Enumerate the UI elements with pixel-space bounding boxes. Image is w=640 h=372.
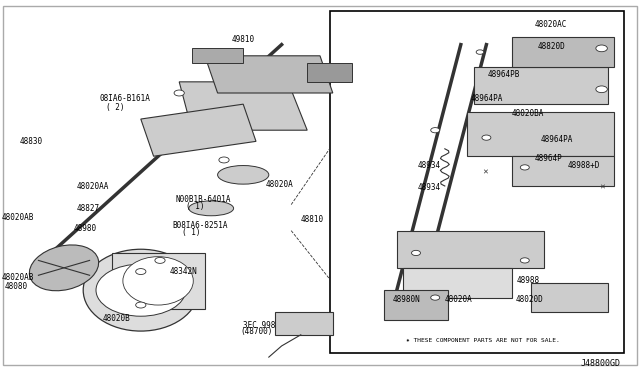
- Polygon shape: [531, 283, 608, 312]
- Circle shape: [412, 250, 420, 256]
- Text: 48934: 48934: [417, 183, 440, 192]
- Polygon shape: [275, 312, 333, 335]
- Circle shape: [431, 128, 440, 133]
- Text: 48964P: 48964P: [534, 154, 562, 163]
- Polygon shape: [384, 290, 448, 320]
- Text: 48020A: 48020A: [445, 295, 472, 304]
- Bar: [330, 11, 624, 353]
- Text: 48020B: 48020B: [102, 314, 130, 323]
- Text: 48020AC: 48020AC: [534, 20, 567, 29]
- Circle shape: [596, 86, 607, 93]
- Circle shape: [482, 135, 491, 140]
- Circle shape: [96, 264, 186, 316]
- Ellipse shape: [83, 249, 198, 331]
- Polygon shape: [403, 268, 512, 298]
- Circle shape: [136, 269, 146, 275]
- Polygon shape: [467, 112, 614, 156]
- Ellipse shape: [218, 166, 269, 184]
- Circle shape: [520, 258, 529, 263]
- Text: B08IA6-8251A: B08IA6-8251A: [173, 221, 228, 230]
- Text: 48080: 48080: [5, 282, 28, 291]
- Text: ✕: ✕: [598, 185, 605, 191]
- Circle shape: [155, 257, 165, 263]
- Circle shape: [431, 295, 440, 300]
- Text: 48964PA: 48964PA: [470, 94, 503, 103]
- Text: ( 1): ( 1): [182, 228, 201, 237]
- Text: 48988: 48988: [517, 276, 540, 285]
- Polygon shape: [205, 56, 333, 93]
- Text: 48810: 48810: [301, 215, 324, 224]
- Polygon shape: [474, 67, 608, 104]
- Ellipse shape: [123, 257, 193, 305]
- Text: 08IA6-B161A: 08IA6-B161A: [99, 94, 150, 103]
- Text: 48020AA: 48020AA: [77, 182, 109, 190]
- Text: 48820D: 48820D: [538, 42, 565, 51]
- Circle shape: [520, 165, 529, 170]
- Text: 48964PB: 48964PB: [488, 70, 520, 79]
- Polygon shape: [307, 63, 352, 82]
- Polygon shape: [397, 231, 544, 268]
- Text: 48020A: 48020A: [266, 180, 293, 189]
- Circle shape: [219, 157, 229, 163]
- Polygon shape: [512, 156, 614, 186]
- Text: ( 2): ( 2): [106, 103, 124, 112]
- Polygon shape: [192, 48, 243, 63]
- Circle shape: [174, 90, 184, 96]
- Text: 48020D: 48020D: [515, 295, 543, 304]
- Text: 48020AB: 48020AB: [2, 273, 35, 282]
- Text: 48980N: 48980N: [393, 295, 420, 304]
- Circle shape: [476, 50, 484, 54]
- Text: 48964PA: 48964PA: [541, 135, 573, 144]
- Text: 48934: 48934: [417, 161, 440, 170]
- Text: 49810: 49810: [232, 35, 255, 44]
- Text: 48020BA: 48020BA: [512, 109, 545, 118]
- Polygon shape: [112, 253, 205, 309]
- Text: ✕: ✕: [482, 170, 488, 176]
- Polygon shape: [141, 104, 256, 156]
- Text: 48020AB: 48020AB: [2, 213, 35, 222]
- Polygon shape: [512, 37, 614, 67]
- Text: N00B1B-6401A: N00B1B-6401A: [176, 195, 232, 203]
- Text: 48830: 48830: [19, 137, 42, 146]
- Circle shape: [596, 45, 607, 52]
- Text: 48980: 48980: [74, 224, 97, 233]
- Text: (48700): (48700): [240, 327, 273, 336]
- Polygon shape: [179, 82, 307, 130]
- Text: ✷ THESE COMPONENT PARTS ARE NOT FOR SALE.: ✷ THESE COMPONENT PARTS ARE NOT FOR SALE…: [406, 338, 560, 343]
- Text: 48342N: 48342N: [170, 267, 197, 276]
- Text: J48800GD: J48800GD: [581, 359, 621, 368]
- Text: 48988+D: 48988+D: [568, 161, 600, 170]
- Circle shape: [136, 302, 146, 308]
- Text: ( 1): ( 1): [186, 202, 204, 211]
- Text: 3EC 998: 3EC 998: [243, 321, 276, 330]
- Ellipse shape: [189, 201, 234, 216]
- Text: 48827: 48827: [77, 204, 100, 213]
- Ellipse shape: [29, 245, 99, 291]
